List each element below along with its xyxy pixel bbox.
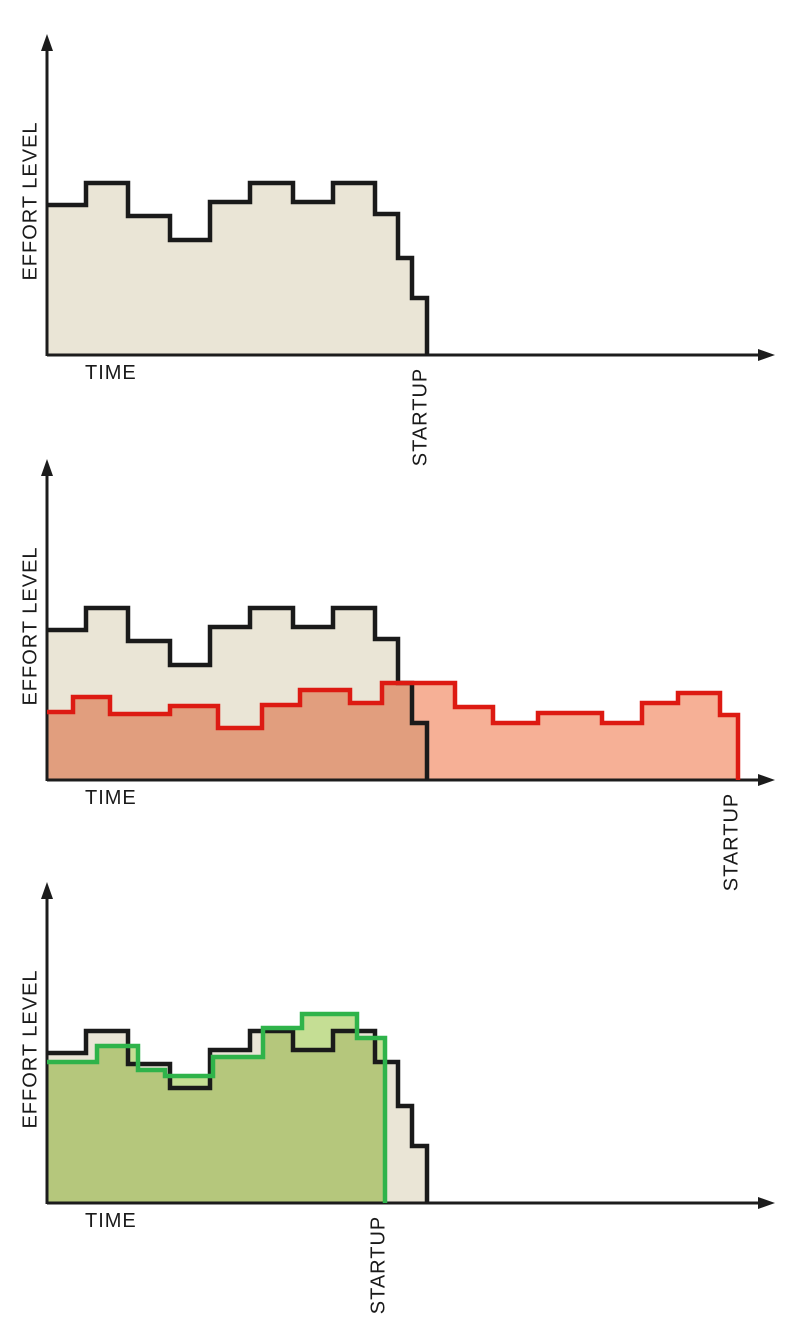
startup-annotation: STARTUP	[367, 1215, 390, 1315]
y-axis-label: EFFORT LEVEL	[19, 120, 42, 281]
reduced-effort-line	[47, 680, 741, 780]
x-axis-label: TIME	[85, 1210, 137, 1232]
x-axis-arrow-icon	[758, 774, 775, 786]
y-axis-arrow-icon	[41, 882, 53, 899]
chart-increased-effort-early-startup	[41, 882, 775, 1209]
increased-effort-line	[47, 1011, 388, 1203]
chart-planned-effort-profile	[41, 34, 775, 361]
planned-effort-line	[47, 180, 430, 355]
planned-effort-area	[47, 183, 427, 355]
x-axis-label: TIME	[85, 362, 137, 384]
increased-effort-area	[47, 1014, 385, 1203]
startup-annotation: STARTUP	[720, 792, 743, 892]
x-axis-arrow-icon	[758, 349, 775, 361]
y-axis-arrow-icon	[41, 459, 53, 476]
y-axis-label: EFFORT LEVEL	[19, 968, 42, 1129]
x-axis-arrow-icon	[758, 1197, 775, 1209]
planned-effort-line	[47, 1028, 430, 1203]
chart-reduced-effort-late-startup	[41, 459, 775, 786]
x-axis-label: TIME	[85, 787, 137, 809]
reduced-effort-area	[47, 683, 738, 780]
startup-annotation: STARTUP	[409, 367, 432, 467]
y-axis-label: EFFORT LEVEL	[19, 545, 42, 706]
y-axis-arrow-icon	[41, 34, 53, 51]
